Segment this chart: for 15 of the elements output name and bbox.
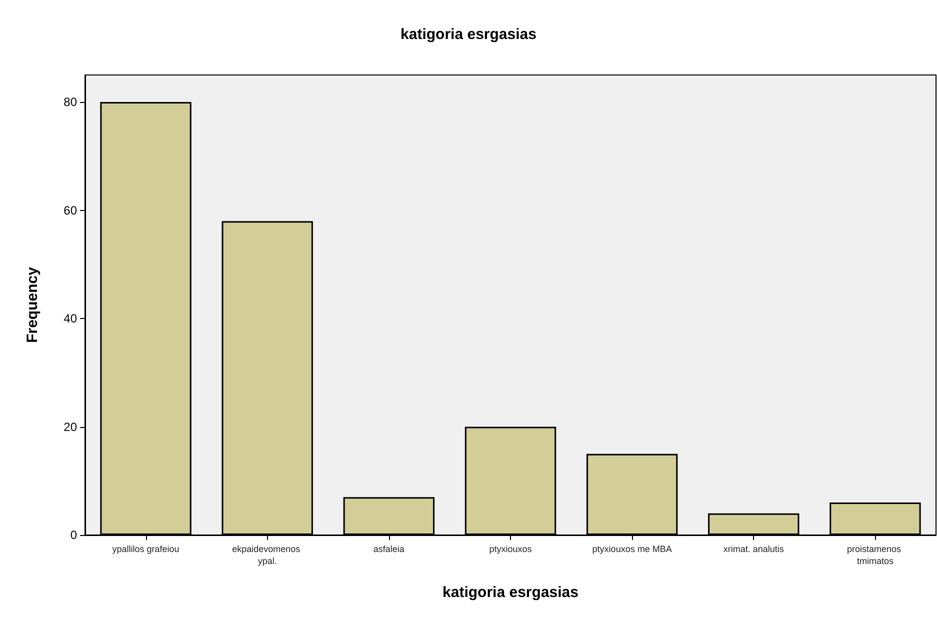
x-tick-label: ptyxiouxos me MBA [592, 544, 672, 554]
x-tick-label: ptyxiouxos [489, 544, 532, 554]
y-tick-label: 20 [64, 420, 78, 434]
x-tick-label: ekpaidevomenos ypal. [232, 544, 303, 566]
y-tick-label: 80 [64, 95, 78, 110]
x-tick-label: asfaleia [373, 544, 404, 554]
y-tick-label: 60 [64, 203, 78, 218]
x-tick-label: xrimat. analutis [723, 544, 784, 554]
y-tick-label: 40 [64, 312, 78, 326]
y-axis-title: Frequency [24, 266, 41, 343]
x-axis-title: katigoria esrgasias [442, 584, 578, 601]
x-tick-label: proistamenos tmimatos [846, 544, 904, 566]
chart-title: katigoria esrgasias [400, 26, 536, 43]
x-tick-label: ypallilos grafeiou [112, 544, 180, 554]
y-tick-label: 0 [70, 528, 78, 542]
